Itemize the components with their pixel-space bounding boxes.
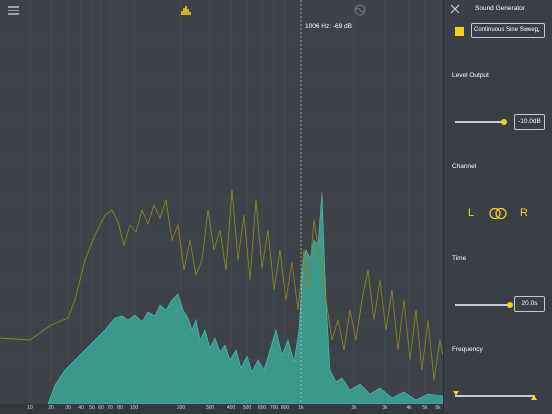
frequency-tick-label: 80 xyxy=(117,405,123,411)
chevron-down-icon: ⌄ xyxy=(535,27,541,34)
frequency-tick-label: 500 xyxy=(242,405,252,411)
waveform-icon[interactable] xyxy=(354,4,366,16)
panel-title: Sound Generator xyxy=(475,5,525,12)
mode-dropdown-value: Continuous Sine Sweep xyxy=(474,27,539,33)
frequency-tick-label: 70 xyxy=(107,405,113,411)
channel-label: Channel xyxy=(452,163,477,170)
frequency-tick-label: 3k xyxy=(382,405,388,411)
time-slider[interactable] xyxy=(455,304,511,306)
time-slider-knob[interactable] xyxy=(507,302,513,308)
frequency-max-handle[interactable] xyxy=(531,395,537,400)
frequency-tick-label: 4k xyxy=(406,405,412,411)
frequency-tick-label: 2k xyxy=(351,405,357,411)
level-output-slider-knob[interactable] xyxy=(501,119,507,125)
frequency-range-slider[interactable] xyxy=(455,395,535,397)
frequency-tick-label: 6k xyxy=(435,405,441,411)
linked-rings-icon[interactable] xyxy=(488,207,508,220)
peak-trace xyxy=(0,189,443,381)
frequency-tick-label: 300 xyxy=(205,405,215,411)
frequency-tick-label: 700 xyxy=(269,405,279,411)
frequency-tick-label: 400 xyxy=(226,405,236,411)
spectrum-fill xyxy=(47,191,443,404)
level-output-slider[interactable] xyxy=(455,121,504,123)
cursor-readout: 1006 Hz: -69 dB xyxy=(305,23,352,30)
menu-icon[interactable] xyxy=(8,4,19,16)
channel-right-button[interactable]: R xyxy=(520,207,528,219)
frequency-min-handle[interactable] xyxy=(453,391,459,396)
frequency-tick-label: 40 xyxy=(78,405,84,411)
generator-color-toggle[interactable] xyxy=(455,27,464,36)
sound-generator-panel: Sound Generator Continuous Sine Sweep ⌄ … xyxy=(443,0,552,414)
frequency-tick-label: 200 xyxy=(176,405,186,411)
channel-left-button[interactable]: L xyxy=(468,207,475,219)
frequency-axis: 10 20 30 40 50 60 70 80 100 200 300 400 500 600 700 800… xyxy=(0,404,443,414)
time-value[interactable]: 20.0s xyxy=(514,296,545,312)
mode-dropdown[interactable]: Continuous Sine Sweep ⌄ xyxy=(471,23,545,38)
level-output-value[interactable]: -10.0dB xyxy=(514,114,545,130)
frequency-tick-label: 5k xyxy=(422,405,428,411)
graph-grid xyxy=(0,0,443,404)
frequency-label: Frequency xyxy=(452,346,483,353)
frequency-tick-label: 600 xyxy=(257,405,267,411)
frequency-tick-label: 60 xyxy=(98,405,104,411)
frequency-tick-label: 10 xyxy=(27,405,33,411)
frequency-tick-label: 20 xyxy=(48,405,54,411)
frequency-tick-label: 1k xyxy=(298,405,304,411)
frequency-tick-label: 30 xyxy=(65,405,71,411)
level-output-label: Level Output xyxy=(452,72,489,79)
frequency-tick-label: 100 xyxy=(129,405,139,411)
close-icon[interactable] xyxy=(450,4,460,14)
frequency-tick-label: 50 xyxy=(89,405,95,411)
spectrum-icon[interactable] xyxy=(180,4,192,16)
spectrum-graph[interactable]: 1006 Hz: -69 dB 10 20 30 40 50 60 70 80 100 200 30… xyxy=(0,0,443,414)
frequency-tick-label: 800 xyxy=(280,405,290,411)
time-label: Time xyxy=(452,255,467,262)
